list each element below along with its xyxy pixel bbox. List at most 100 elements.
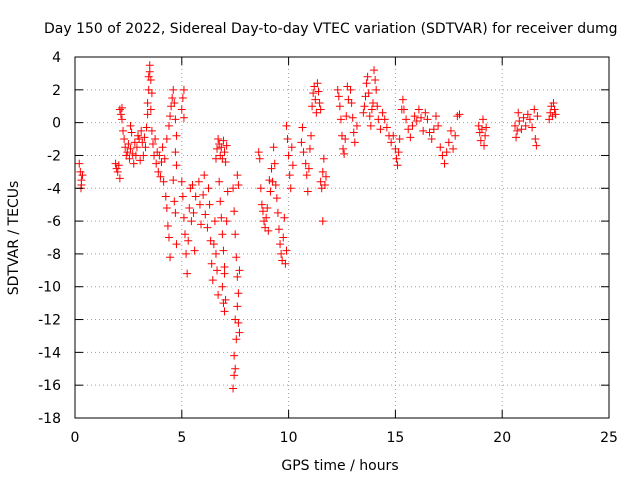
data-point: [476, 136, 485, 145]
data-point: [393, 161, 402, 170]
data-point: [380, 115, 389, 124]
data-point: [305, 144, 314, 153]
data-point: [533, 112, 542, 121]
data-point: [184, 236, 193, 245]
data-point: [277, 249, 286, 258]
data-point: [135, 135, 144, 144]
data-point: [276, 240, 285, 249]
data-point: [310, 82, 319, 91]
data-point: [392, 154, 401, 163]
data-point: [519, 113, 528, 122]
data-point: [444, 138, 453, 147]
data-point: [229, 184, 238, 193]
data-point: [546, 108, 555, 117]
data-point: [318, 217, 327, 226]
data-point: [273, 208, 282, 217]
data-point: [515, 116, 524, 125]
data-point: [145, 67, 154, 76]
data-point: [190, 246, 199, 255]
data-point: [160, 154, 169, 163]
data-point: [298, 123, 307, 132]
data-point: [316, 105, 325, 114]
data-point: [230, 207, 239, 216]
data-point: [373, 102, 382, 111]
data-point: [532, 141, 541, 150]
data-point: [208, 276, 217, 285]
data-point: [257, 200, 266, 209]
data-point: [285, 171, 294, 180]
data-point: [115, 105, 124, 114]
x-tick-label: 20: [493, 430, 511, 446]
data-point: [309, 89, 318, 98]
data-point: [282, 246, 291, 255]
data-point: [217, 213, 226, 222]
data-point: [205, 200, 214, 209]
data-point: [311, 95, 320, 104]
data-point: [308, 102, 317, 111]
data-point: [378, 108, 387, 117]
data-point: [530, 105, 539, 114]
y-tick-label: -6: [47, 214, 61, 230]
data-point: [233, 272, 242, 281]
data-point: [419, 126, 428, 135]
data-point: [521, 121, 530, 130]
data-point: [261, 223, 270, 232]
data-point: [218, 154, 227, 163]
data-point: [126, 121, 135, 130]
y-tick-label: -12: [38, 313, 61, 329]
data-point: [171, 148, 180, 157]
data-point: [475, 128, 484, 137]
data-point: [368, 98, 377, 107]
y-tick-label: 0: [52, 116, 61, 132]
y-tick-label: -16: [38, 378, 61, 394]
data-point: [362, 79, 371, 88]
data-point: [339, 144, 348, 153]
data-point: [220, 307, 229, 316]
data-point: [200, 171, 209, 180]
data-point: [482, 123, 491, 132]
data-point: [199, 190, 208, 199]
data-point: [219, 299, 228, 308]
y-tick-label: -2: [47, 148, 61, 164]
data-points: [75, 61, 560, 393]
data-point: [187, 217, 196, 226]
data-point: [347, 98, 356, 107]
y-tick-label: -8: [47, 247, 61, 263]
data-point: [221, 158, 230, 167]
data-point: [207, 259, 216, 268]
data-point: [219, 246, 228, 255]
data-point: [399, 105, 408, 114]
data-point: [548, 112, 557, 121]
data-point: [220, 269, 229, 278]
data-point: [119, 126, 128, 135]
data-point: [334, 92, 343, 101]
data-point: [335, 102, 344, 111]
y-tick-label: 2: [52, 83, 61, 99]
data-point: [349, 128, 358, 137]
data-point: [372, 85, 381, 94]
data-point: [455, 110, 464, 119]
data-point: [147, 126, 156, 135]
data-point: [321, 172, 330, 181]
data-point: [313, 79, 322, 88]
data-point: [183, 269, 192, 278]
data-point: [75, 159, 84, 168]
data-point: [178, 192, 187, 201]
data-point: [144, 85, 153, 94]
data-point: [344, 95, 353, 104]
data-point: [478, 115, 487, 124]
data-point: [221, 295, 230, 304]
data-point: [232, 335, 241, 344]
data-point: [161, 192, 170, 201]
data-point: [164, 121, 173, 130]
data-point: [234, 180, 243, 189]
data-point: [134, 131, 143, 140]
data-point: [159, 177, 168, 186]
data-point: [136, 156, 145, 165]
data-point: [158, 143, 167, 152]
data-point: [223, 187, 232, 196]
data-point: [317, 184, 326, 193]
data-point: [342, 112, 351, 121]
data-point: [254, 148, 263, 157]
x-tick-label: 0: [71, 430, 80, 446]
